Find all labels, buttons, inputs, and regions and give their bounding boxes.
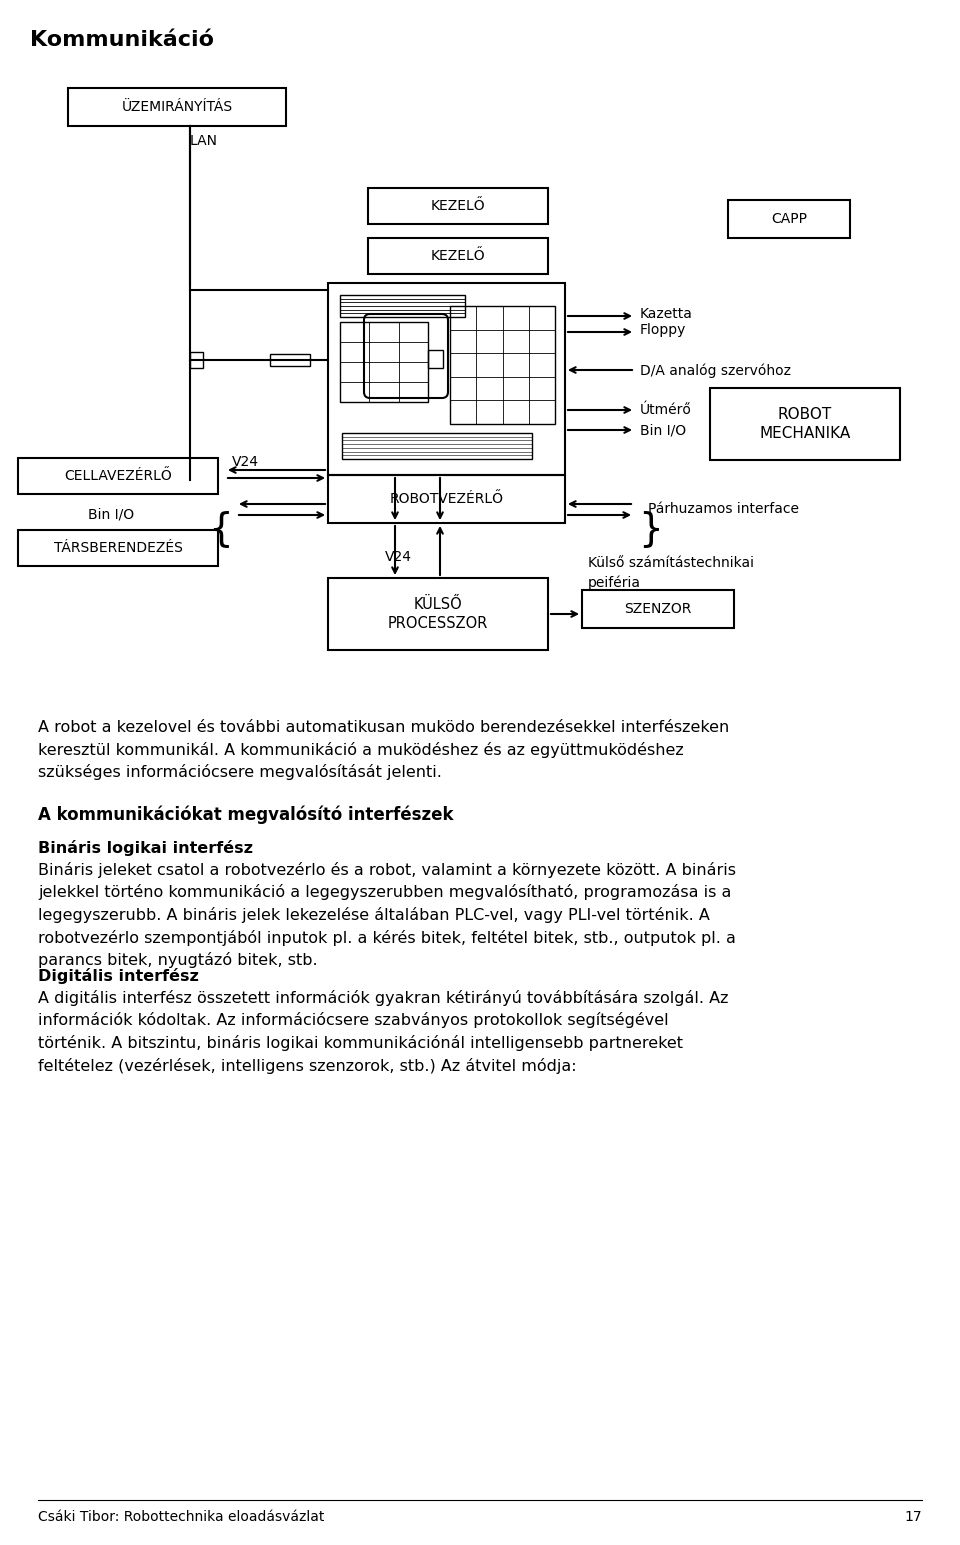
Bar: [450, 306, 555, 423]
Text: CAPP: CAPP: [771, 212, 807, 226]
Text: Kommunikáció: Kommunikáció: [30, 29, 214, 49]
Bar: [710, 388, 900, 460]
Text: ÜZEMIRÁNYÍTÁS: ÜZEMIRÁNYÍTÁS: [121, 100, 232, 114]
Text: Bin I/O: Bin I/O: [88, 508, 134, 522]
Text: Bináris jeleket csatol a robotvezérlo és a robot, valamint a környezete között. : Bináris jeleket csatol a robotvezérlo és…: [38, 862, 736, 969]
Text: Digitális interfész: Digitális interfész: [38, 969, 199, 984]
Text: A digitális interfész összetett információk gyakran kétirányú továbbítására szol: A digitális interfész összetett informác…: [38, 990, 729, 1074]
Bar: [270, 354, 310, 366]
Bar: [340, 295, 465, 317]
Bar: [328, 474, 565, 524]
Text: }: }: [638, 510, 662, 548]
Text: Csáki Tibor: Robottechnika eloadásvázlat: Csáki Tibor: Robottechnika eloadásvázlat: [38, 1509, 324, 1523]
Text: {: {: [208, 510, 232, 548]
Text: KEZELŐ: KEZELŐ: [431, 199, 486, 213]
Bar: [68, 88, 286, 127]
Text: ROBOTVEZÉRLŐ: ROBOTVEZÉRLŐ: [390, 491, 503, 507]
Text: 17: 17: [904, 1509, 922, 1523]
Text: Párhuzamos interface: Párhuzamos interface: [648, 502, 799, 516]
Text: Útmérő: Útmérő: [640, 403, 692, 417]
Bar: [328, 578, 548, 650]
Text: Bináris logikai interfész: Bináris logikai interfész: [38, 840, 253, 856]
Bar: [368, 238, 548, 273]
Bar: [428, 351, 443, 368]
Bar: [190, 352, 203, 368]
Bar: [18, 457, 218, 494]
Bar: [18, 530, 218, 565]
Text: KEZELŐ: KEZELŐ: [431, 249, 486, 263]
Bar: [368, 188, 548, 224]
Text: D/A analóg szervóhoz: D/A analóg szervóhoz: [640, 365, 791, 379]
Text: TÁRSBERENDEZÉS: TÁRSBERENDEZÉS: [54, 541, 182, 555]
Bar: [342, 433, 532, 459]
Text: V24: V24: [385, 550, 412, 564]
Text: A kommunikációkat megvalósító interfészek: A kommunikációkat megvalósító interfésze…: [38, 805, 453, 823]
Bar: [340, 321, 428, 402]
Text: Floppy: Floppy: [640, 323, 686, 337]
Text: ROBOT
MECHANIKA: ROBOT MECHANIKA: [759, 406, 851, 442]
Text: V24: V24: [232, 454, 259, 470]
Bar: [728, 199, 850, 238]
Text: CELLAVEZÉRLŐ: CELLAVEZÉRLŐ: [64, 470, 172, 484]
Text: LAN: LAN: [190, 134, 218, 148]
Text: Bin I/O: Bin I/O: [640, 423, 686, 437]
Bar: [328, 283, 565, 474]
Bar: [582, 590, 734, 627]
Text: KÜLSŐ
PROCESSZOR: KÜLSŐ PROCESSZOR: [388, 596, 489, 632]
Text: SZENZOR: SZENZOR: [624, 603, 692, 616]
Text: Kazetta: Kazetta: [640, 307, 693, 321]
Text: A robot a kezelovel és további automatikusan muködo berendezésekkel interfészeke: A robot a kezelovel és további automatik…: [38, 720, 730, 780]
Text: Külső számítástechnikai
peiféria: Külső számítástechnikai peiféria: [588, 556, 754, 590]
